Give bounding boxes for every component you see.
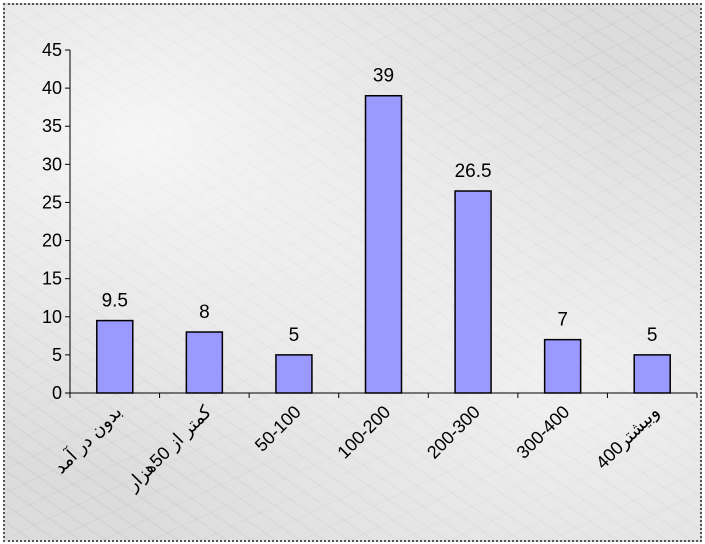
x-tick-label: 100-200 xyxy=(333,402,394,463)
y-tick-label: 15 xyxy=(42,269,62,289)
bar xyxy=(364,94,403,394)
data-label: 9.5 xyxy=(102,291,128,312)
x-tick-label: کمتر از 50هزار xyxy=(122,401,216,495)
chart-area xyxy=(3,3,702,542)
y-tick-label: 0 xyxy=(52,383,62,403)
y-tick-label: 20 xyxy=(42,231,62,251)
x-tick-label: 300-400 xyxy=(513,402,574,463)
y-tick-label: 45 xyxy=(42,40,62,60)
y-tick-label: 25 xyxy=(42,192,62,212)
bar xyxy=(633,354,671,394)
x-tick-label: 200-300 xyxy=(423,402,484,463)
bar xyxy=(275,354,313,394)
x-tick-label: بدون در آمد xyxy=(48,400,126,478)
data-label: 39 xyxy=(373,66,394,87)
bar xyxy=(543,338,582,394)
y-tick-label: 30 xyxy=(42,154,62,174)
y-tick-label: 40 xyxy=(42,78,62,98)
bar xyxy=(185,331,224,394)
data-label: 26.5 xyxy=(455,161,492,182)
data-label: 7 xyxy=(557,310,568,331)
y-tick-label: 5 xyxy=(52,345,62,365)
bar xyxy=(454,190,492,394)
y-tick-label: 10 xyxy=(42,307,62,327)
x-tick-label: 400وبیشتر xyxy=(592,402,664,474)
x-tick-label: 50-100 xyxy=(251,402,305,456)
data-label: 5 xyxy=(289,325,300,346)
data-label: 5 xyxy=(647,325,658,346)
bar xyxy=(96,319,134,394)
data-label: 8 xyxy=(199,302,210,323)
y-tick-label: 35 xyxy=(42,116,62,136)
